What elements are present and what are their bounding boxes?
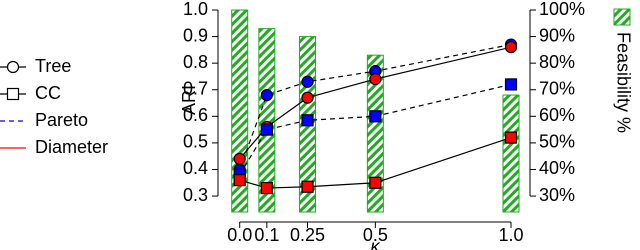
feasibility-bar xyxy=(366,54,384,213)
marker xyxy=(504,78,518,91)
feasibility-bar xyxy=(258,28,276,213)
legend-label: CC xyxy=(35,83,61,103)
legend-label: Diameter xyxy=(35,137,108,157)
legend-label: Tree xyxy=(35,56,71,76)
marker xyxy=(6,87,20,101)
marker xyxy=(233,152,246,165)
series-line xyxy=(239,43,512,170)
y-tick-label: 0.7 xyxy=(183,78,208,98)
marker xyxy=(301,75,314,88)
marker xyxy=(369,110,382,123)
y2-tick-label: 90% xyxy=(539,25,575,45)
x-tick-label: 0.5 xyxy=(363,225,388,245)
y-axis-label: ARI xyxy=(179,85,199,115)
y-tick-label: 0.9 xyxy=(183,25,208,45)
x-axis-label: κ xyxy=(371,236,381,250)
y-tick-label: 1.0 xyxy=(183,0,208,19)
marker xyxy=(369,73,382,86)
y2-axis-label: Feasibility % xyxy=(613,32,633,133)
marker xyxy=(504,131,518,144)
x-tick-label: 0.25 xyxy=(290,225,325,245)
y-tick-label: 0.5 xyxy=(183,132,208,152)
y2-tick-label: 100% xyxy=(539,0,585,19)
y-tick-label: 0.8 xyxy=(183,52,208,72)
y2-tick-label: 60% xyxy=(539,105,575,125)
marker xyxy=(260,88,273,102)
y2-tick-label: 70% xyxy=(539,78,575,98)
marker xyxy=(233,174,246,187)
marker xyxy=(369,176,382,189)
legend-label: Pareto xyxy=(35,110,88,130)
feasibility-bar xyxy=(502,94,520,213)
y-tick-label: 0.4 xyxy=(183,158,208,178)
marker xyxy=(260,181,273,195)
marker xyxy=(301,180,314,193)
marker xyxy=(6,60,20,74)
y2-tick-label: 40% xyxy=(539,158,575,178)
y2-tick-label: 30% xyxy=(539,185,575,205)
x-tick-label: 0.0 xyxy=(227,225,252,245)
y2-label-icon xyxy=(613,8,631,26)
x-tick-label: 0.1 xyxy=(254,225,279,245)
y-tick-label: 0.3 xyxy=(183,185,208,205)
y2-tick-label: 80% xyxy=(539,52,575,72)
marker xyxy=(301,114,314,127)
y-tick-label: 0.6 xyxy=(183,105,208,125)
y2-tick-label: 50% xyxy=(539,132,575,152)
x-tick-label: 1.0 xyxy=(498,225,523,245)
marker xyxy=(504,41,518,54)
marker xyxy=(301,91,314,104)
marker xyxy=(260,123,273,136)
